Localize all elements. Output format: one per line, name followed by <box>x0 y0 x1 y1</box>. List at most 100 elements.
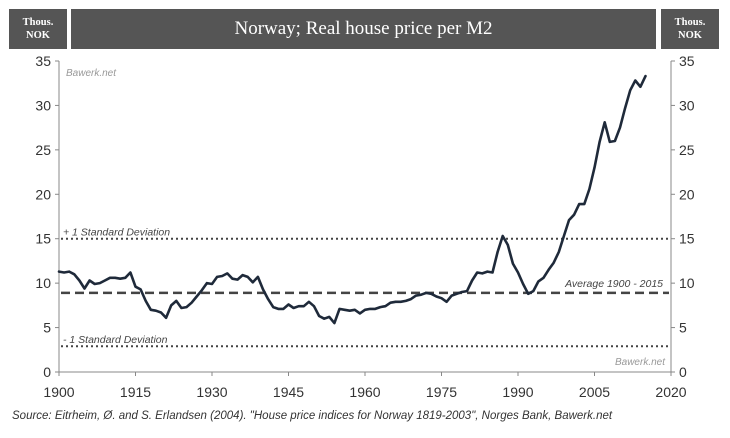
data-point <box>629 89 631 91</box>
data-point <box>527 293 529 295</box>
data-point <box>588 188 591 190</box>
data-point <box>481 272 483 274</box>
data-point <box>466 290 468 292</box>
data-point <box>175 300 177 302</box>
y-tick-label-right: 25 <box>679 142 695 158</box>
data-point <box>379 306 381 308</box>
data-point <box>262 288 264 290</box>
data-point <box>517 271 519 274</box>
y-tick-label-right: 5 <box>679 320 687 336</box>
data-point <box>252 281 254 283</box>
data-point <box>609 141 611 143</box>
y-tick-label-left: 35 <box>35 53 51 69</box>
data-point <box>231 278 233 280</box>
data-point <box>593 167 596 169</box>
watermark-top: Bawerk.net <box>66 68 117 79</box>
data-point <box>119 278 121 280</box>
data-point <box>389 302 392 304</box>
data-point <box>242 274 244 276</box>
reference-line-label-2: - 1 Standard Deviation <box>63 334 168 346</box>
data-point <box>435 295 437 298</box>
data-point <box>201 289 203 291</box>
y-tick-label-left: 5 <box>43 320 51 336</box>
data-point <box>451 294 453 297</box>
data-point <box>247 276 249 278</box>
data-point <box>109 277 111 279</box>
x-tick-label: 1990 <box>502 384 533 400</box>
y-tick-label-left: 10 <box>35 275 51 291</box>
data-point <box>639 86 642 88</box>
data-point <box>507 244 509 246</box>
data-point <box>257 276 259 278</box>
data-point <box>145 300 147 302</box>
data-point <box>328 316 330 318</box>
series-points <box>58 75 647 324</box>
data-point <box>58 270 60 273</box>
data-point <box>644 75 647 77</box>
data-point <box>512 262 514 265</box>
data-point <box>573 214 575 216</box>
data-point <box>226 272 228 274</box>
data-point <box>191 302 193 304</box>
data-point <box>471 279 473 282</box>
data-point <box>349 310 351 312</box>
data-point <box>129 271 131 274</box>
data-point <box>180 307 182 309</box>
data-point <box>415 294 417 297</box>
data-point <box>318 315 320 317</box>
y-unit-label-right: Thous. NOK <box>661 9 719 49</box>
data-point <box>461 291 463 293</box>
data-point <box>491 271 494 274</box>
data-point <box>338 308 341 310</box>
data-point <box>614 140 616 142</box>
data-point <box>216 276 218 278</box>
data-point <box>282 308 284 310</box>
data-point <box>425 292 427 294</box>
data-point <box>578 203 580 205</box>
data-point <box>308 301 310 303</box>
y-tick-label-right: 10 <box>679 275 695 291</box>
data-point <box>497 251 499 253</box>
data-point <box>532 290 534 292</box>
data-point <box>410 298 412 300</box>
data-point <box>185 306 188 308</box>
x-tick-label: 1975 <box>426 384 457 400</box>
data-point <box>384 305 386 307</box>
y-tick-label-left: 30 <box>35 97 51 113</box>
data-point <box>170 304 172 306</box>
data-point <box>486 270 488 273</box>
data-point <box>63 271 65 274</box>
data-point <box>502 235 504 237</box>
data-point <box>267 298 269 300</box>
data-point <box>374 308 376 310</box>
data-point <box>104 279 106 282</box>
y-tick-label-right: 30 <box>679 97 695 113</box>
x-tick-label: 1900 <box>43 384 74 400</box>
data-point <box>124 277 126 279</box>
y-tick-label-right: 0 <box>679 364 687 380</box>
x-tick-label: 1960 <box>349 384 380 400</box>
y-tick-label-right: 15 <box>679 231 695 247</box>
data-point <box>604 121 606 123</box>
data-point <box>313 305 315 307</box>
data-point <box>293 307 295 309</box>
data-point <box>277 308 279 310</box>
source-note: Source: Eitrheim, Ø. and S. Erlandsen (2… <box>12 410 613 422</box>
data-point <box>287 303 290 306</box>
data-point <box>114 277 116 279</box>
data-point <box>354 309 356 311</box>
data-point <box>134 286 137 288</box>
data-point <box>446 301 448 303</box>
data-point <box>568 219 570 221</box>
data-point <box>298 305 300 307</box>
data-point <box>99 282 101 284</box>
data-point <box>140 288 142 290</box>
y-tick-label-left: 0 <box>43 364 51 380</box>
data-point <box>548 269 550 271</box>
data-point <box>369 308 371 310</box>
y-tick-label-left: 15 <box>35 231 51 247</box>
reference-line-label-0: + 1 Standard Deviation <box>63 227 170 239</box>
data-point <box>537 280 540 282</box>
data-point <box>430 293 432 295</box>
